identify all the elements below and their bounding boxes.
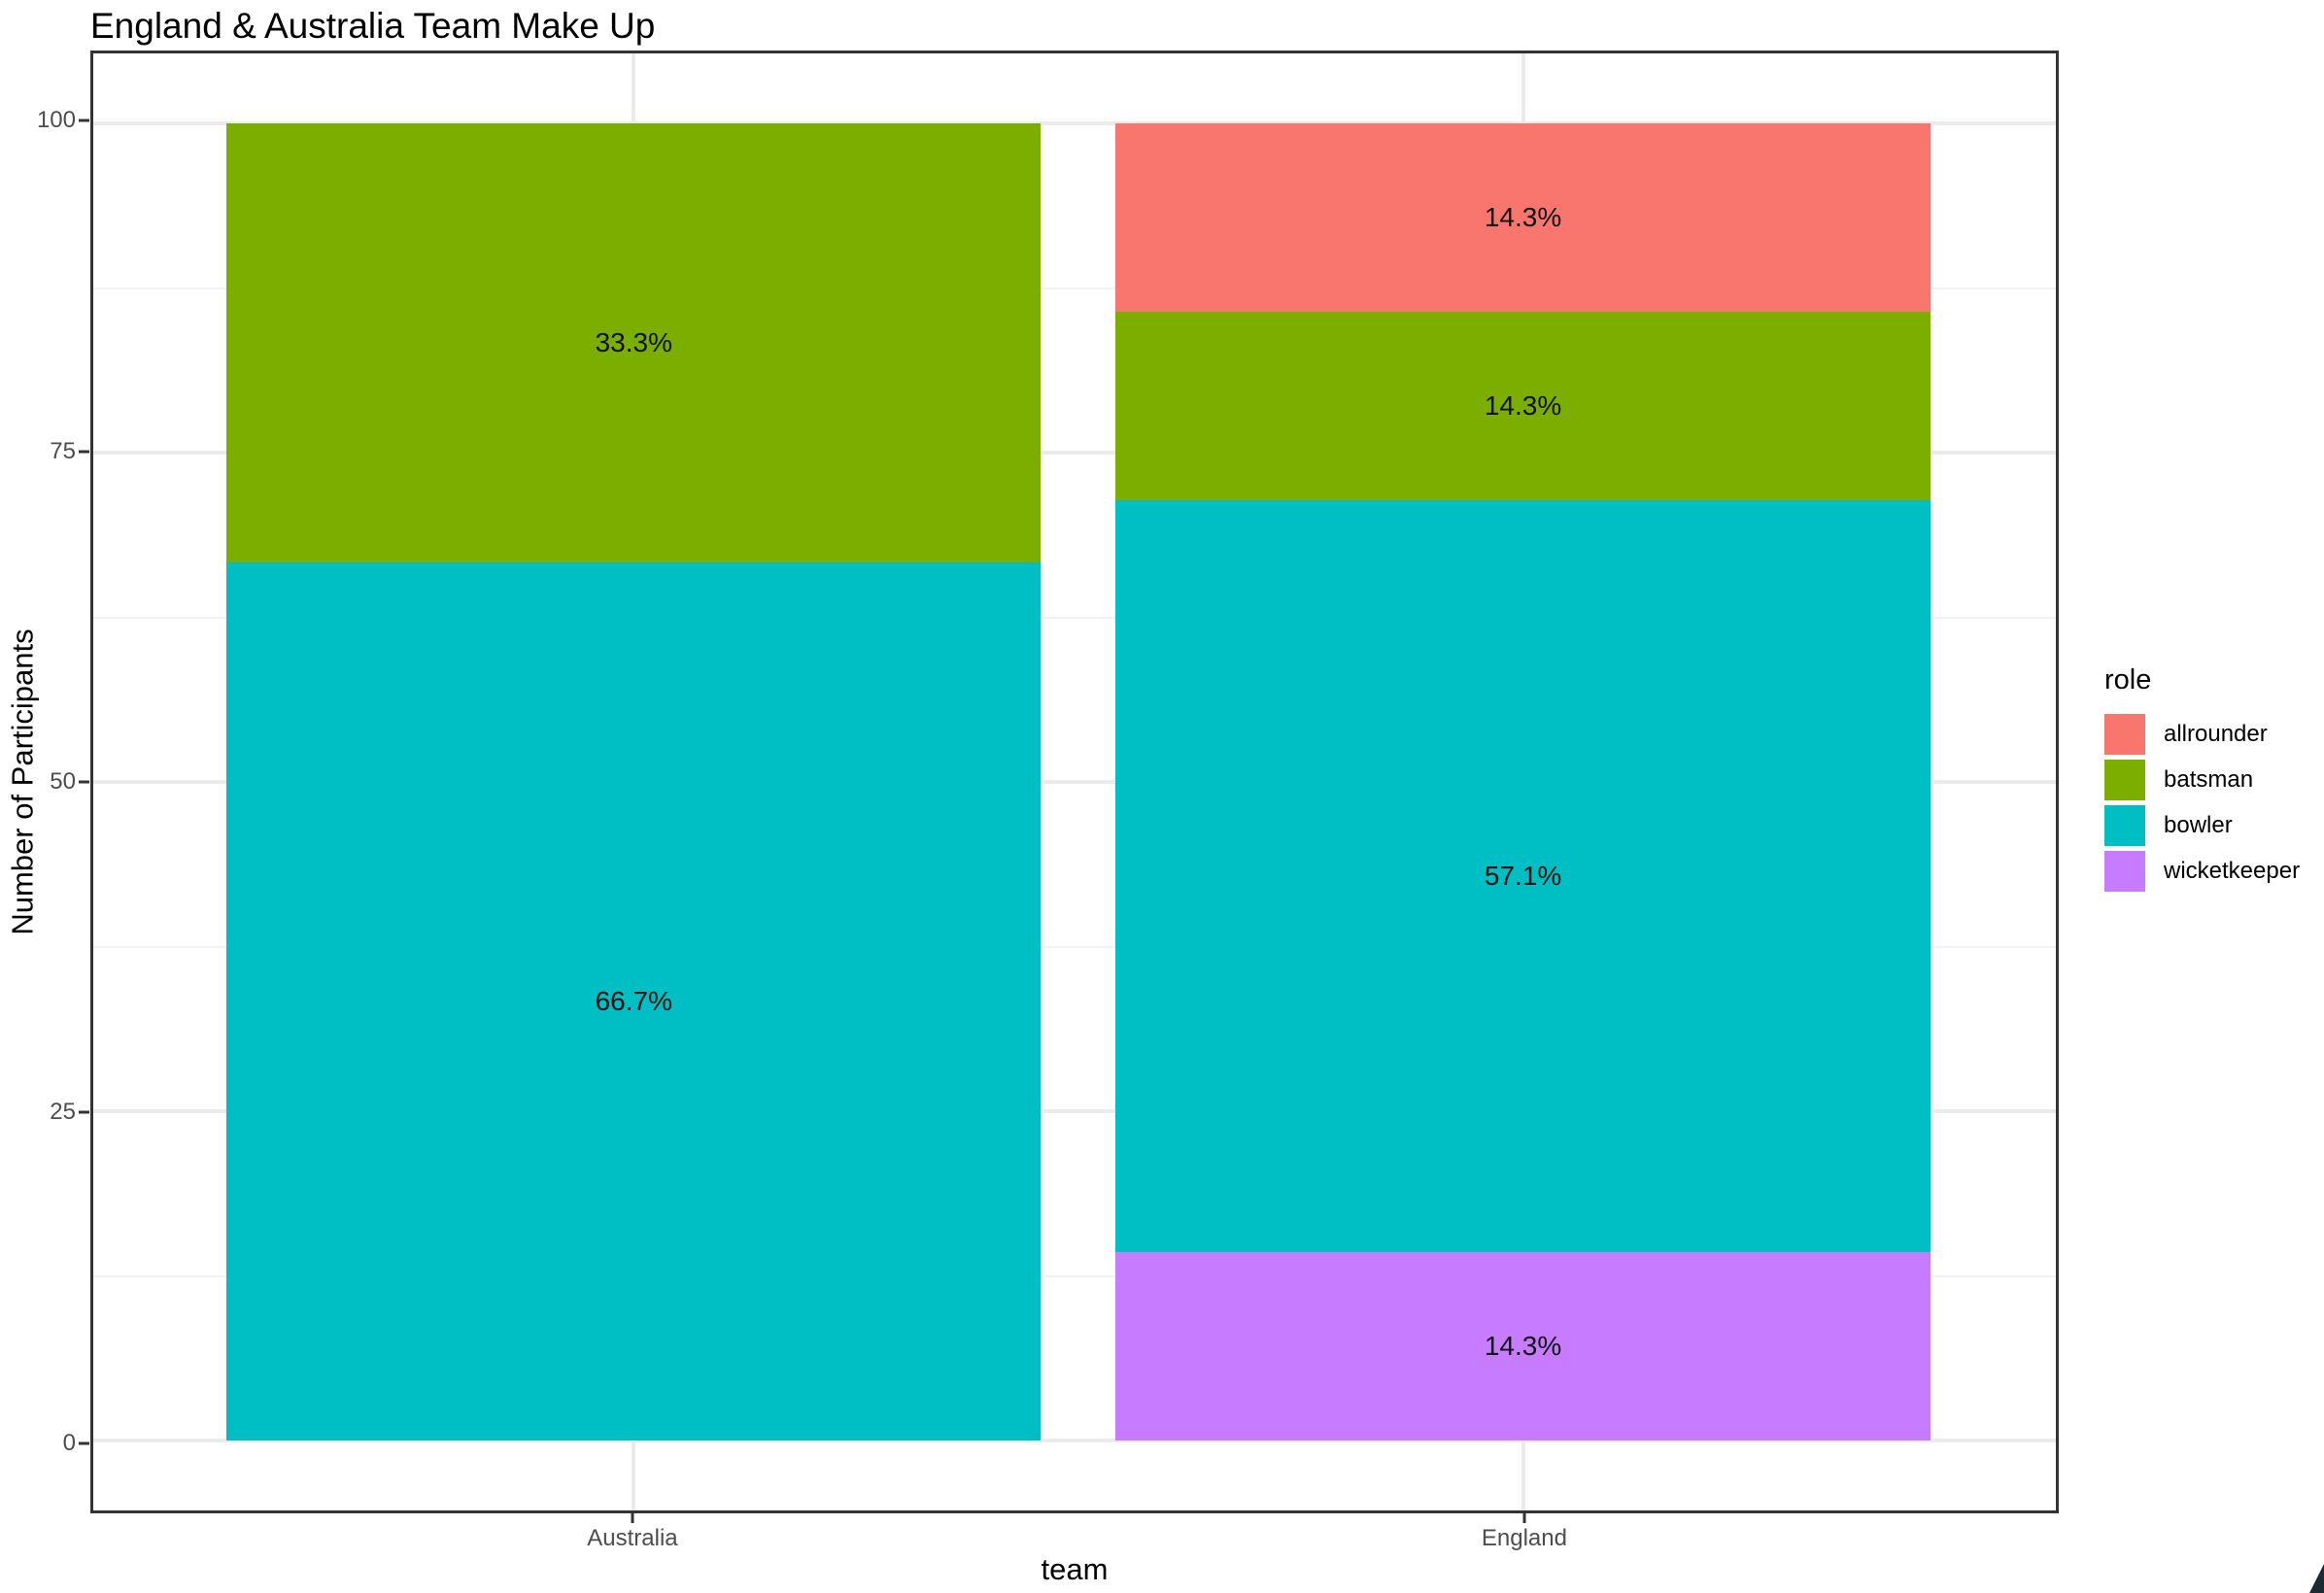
legend-label-allrounder: allrounder: [2164, 721, 2268, 747]
bar-england: 14.3% 14.3% 57.1% 14.3%: [1115, 123, 1931, 1440]
legend-item-batsman: batsman: [2104, 760, 2300, 800]
y-major-gridline: [93, 1439, 2056, 1442]
y-tick-label: 100: [36, 107, 76, 134]
y-major-gridline: [93, 451, 2056, 455]
segment-label: 14.3%: [1484, 201, 1562, 232]
segment-bowler: 57.1%: [1115, 499, 1931, 1253]
y-tick-mark: [79, 119, 89, 122]
x-tick-label-australia: Australia: [587, 1525, 678, 1551]
y-minor-gridline: [93, 616, 2056, 619]
y-minor-gridline: [93, 1274, 2056, 1277]
segment-label: 33.3%: [595, 326, 672, 357]
legend-items: allrounder batsman bowler wicketkeeper: [2104, 714, 2300, 892]
segment-label: 57.1%: [1484, 860, 1562, 891]
y-tick-mark: [79, 1441, 89, 1445]
x-axis-title: team: [1041, 1552, 1109, 1586]
y-tick-label: 25: [50, 1099, 76, 1126]
cursor-artifact: [2309, 1564, 2324, 1593]
y-minor-gridline: [93, 287, 2056, 289]
plot-panel: 33.3% 66.7% 14.3% 14.3% 57.1% 14.3%: [90, 51, 2059, 1513]
legend-swatch-wicketkeeper: [2104, 851, 2145, 892]
legend-item-wicketkeeper: wicketkeeper: [2104, 851, 2300, 892]
legend-swatch-allrounder: [2104, 714, 2145, 755]
y-tick-mark: [79, 780, 89, 784]
y-tick-mark: [79, 450, 89, 454]
segment-allrounder: 14.3%: [1115, 123, 1931, 312]
bar-australia: 33.3% 66.7%: [226, 123, 1042, 1440]
segment-wicketkeeper: 14.3%: [1115, 1252, 1931, 1440]
legend-label-wicketkeeper: wicketkeeper: [2164, 858, 2301, 884]
segment-label: 66.7%: [595, 985, 672, 1016]
x-tick-label-england: England: [1481, 1525, 1567, 1551]
segment-batsman: 33.3%: [226, 123, 1042, 562]
x-tick-mark: [631, 1512, 634, 1523]
x-tick-mark: [1522, 1512, 1526, 1523]
segment-label: 14.3%: [1484, 390, 1562, 421]
y-major-gridline: [93, 780, 2056, 784]
segment-batsman: 14.3%: [1115, 311, 1931, 500]
y-tick-label: 50: [50, 768, 76, 795]
y-tick-label: 0: [62, 1429, 76, 1456]
legend-label-bowler: bowler: [2164, 812, 2233, 838]
legend-item-allrounder: allrounder: [2104, 714, 2300, 755]
chart-title: England & Australia Team Make Up: [90, 6, 656, 46]
y-tick-mark: [79, 1110, 89, 1114]
legend-swatch-bowler: [2104, 805, 2145, 846]
y-minor-gridline: [93, 945, 2056, 948]
y-tick-label: 75: [50, 437, 76, 464]
segment-bowler: 66.7%: [226, 561, 1042, 1440]
legend-swatch-batsman: [2104, 760, 2145, 800]
y-major-gridline: [93, 1109, 2056, 1113]
legend-title: role: [2104, 664, 2152, 695]
legend-item-bowler: bowler: [2104, 805, 2300, 846]
legend: role allrounder batsman bowler wicketkeeper: [2104, 664, 2300, 897]
y-major-gridline: [93, 121, 2056, 125]
legend-label-batsman: batsman: [2164, 766, 2254, 793]
segment-label: 14.3%: [1484, 1331, 1562, 1362]
